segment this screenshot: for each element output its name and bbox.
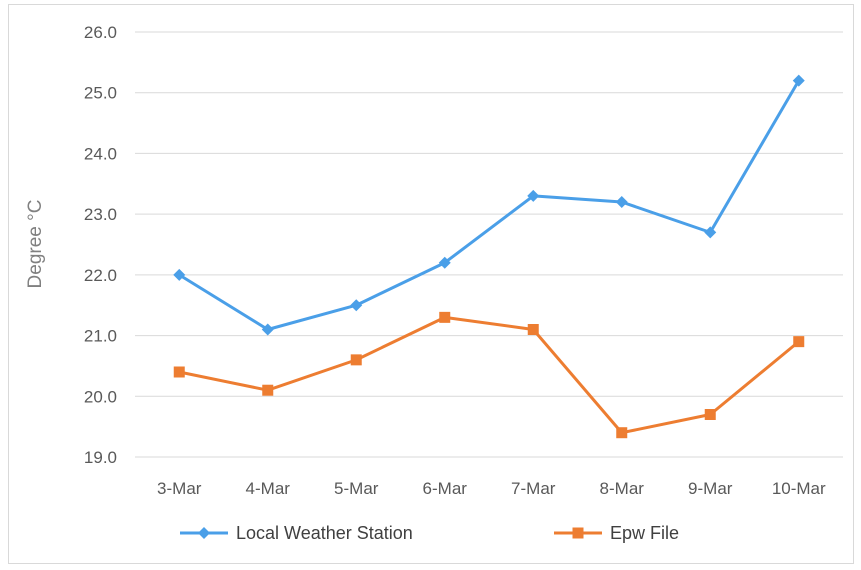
data-point — [350, 299, 363, 312]
x-tick-label: 4-Mar — [246, 479, 291, 498]
chart-frame — [8, 4, 854, 564]
legend: Local Weather Station Epw File — [180, 523, 679, 543]
legend-item: Local Weather Station — [180, 523, 413, 543]
y-tick-label: 25.0 — [84, 84, 117, 103]
series-1 — [173, 74, 805, 336]
x-axis-ticks: 3-Mar 4-Mar 5-Mar 6-Mar 7-Mar 8-Mar 9-Mar 10-Ma… — [157, 479, 826, 498]
legend-item: Epw File — [554, 523, 679, 543]
data-point — [704, 226, 717, 239]
y-axis-ticks: 19.0 20.0 21.0 22.0 23.0 24.0 25.0 26.0 — [84, 23, 117, 467]
legend-marker — [572, 527, 584, 539]
legend-label: Local Weather Station — [236, 523, 413, 543]
gridlines — [135, 31, 843, 458]
data-point — [350, 354, 362, 366]
x-tick-label: 8-Mar — [600, 479, 645, 498]
data-point — [173, 268, 186, 281]
y-tick-label: 20.0 — [84, 387, 117, 406]
data-point — [527, 324, 539, 335]
data-point — [615, 196, 628, 208]
data-point — [704, 409, 716, 420]
legend-marker — [198, 527, 210, 539]
x-tick-label: 5-Mar — [334, 479, 379, 498]
data-point — [793, 336, 805, 348]
data-point — [439, 311, 451, 323]
data-point — [261, 323, 274, 336]
legend-label: Epw File — [610, 523, 679, 543]
x-tick-label: 3-Mar — [157, 479, 202, 498]
y-tick-label: 22.0 — [84, 266, 117, 285]
y-tick-label: 19.0 — [84, 448, 117, 467]
data-point — [792, 74, 805, 87]
x-tick-label: 9-Mar — [688, 479, 733, 498]
y-tick-label: 23.0 — [84, 205, 117, 224]
x-tick-label: 10-Mar — [772, 479, 826, 498]
series-line — [178, 79, 801, 331]
series-line — [178, 315, 800, 435]
data-point — [262, 384, 274, 396]
data-point — [173, 366, 185, 378]
y-axis-title: Degree °C — [25, 200, 46, 289]
data-point — [616, 427, 628, 439]
series-layer — [173, 74, 805, 439]
data-point — [527, 189, 540, 202]
y-tick-label: 26.0 — [84, 23, 117, 42]
series-2 — [173, 311, 805, 439]
y-tick-label: 21.0 — [84, 327, 117, 346]
y-tick-label: 24.0 — [84, 144, 117, 163]
data-point — [438, 256, 451, 269]
x-tick-label: 7-Mar — [511, 479, 556, 498]
x-tick-label: 6-Mar — [423, 479, 468, 498]
